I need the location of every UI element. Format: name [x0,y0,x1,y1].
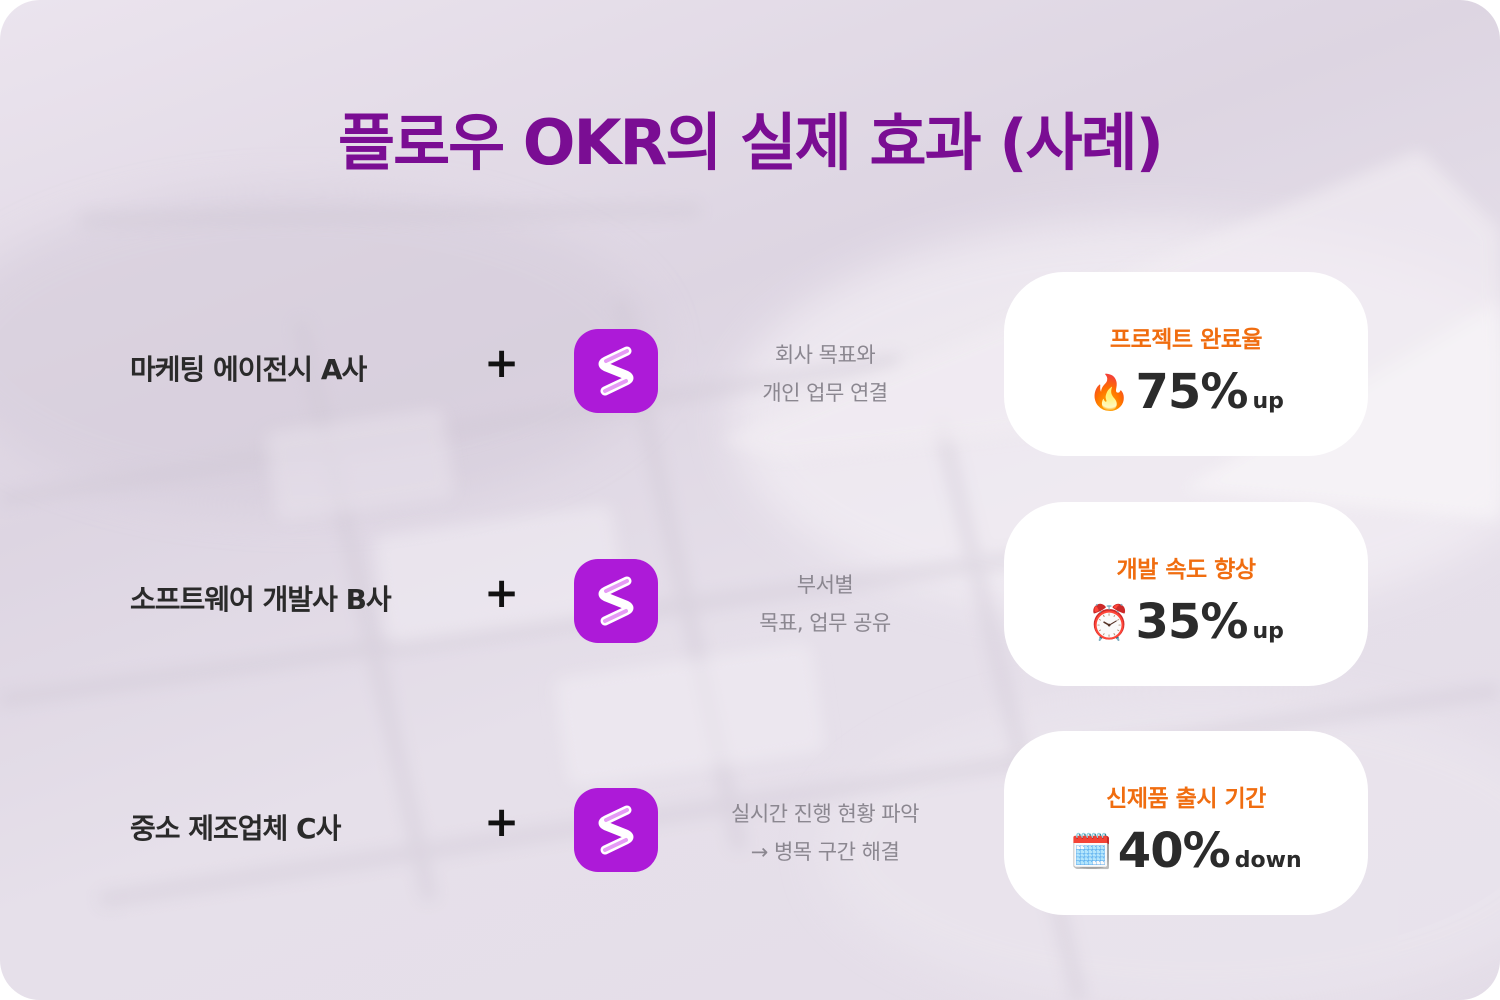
plus-icon: + [484,797,520,846]
result-label: 프로젝트 완료율 [1109,327,1263,353]
result-card: 프로젝트 완료율 🔥 75% up [1004,272,1368,456]
alarm-clock-icon: ⏰ [1088,603,1131,643]
flow-app-icon [574,559,658,643]
result-value: 🗓️ 40% down [1004,823,1368,879]
s-logo-icon [598,346,634,396]
description-line: 개인 업무 연결 [762,381,888,405]
result-label: 개발 속도 향상 [1116,557,1256,583]
result-direction: down [1234,848,1302,873]
result-label: 신제품 출시 기간 [1106,786,1266,812]
plus-icon: + [484,568,520,617]
fire-icon: 🔥 [1088,373,1131,413]
company-name: 마케팅 에이전시 A사 [130,353,367,386]
calendar-icon: 🗓️ [1070,832,1113,872]
description-line: 실시간 진행 현황 파악 [731,802,919,826]
case-description: 부서별 목표, 업무 공유 [700,566,950,642]
case-description: 회사 목표와 개인 업무 연결 [700,336,950,412]
description-line: 부서별 [796,573,854,597]
result-value: 🔥 75% up [1004,364,1368,420]
description-line: 목표, 업무 공유 [759,611,891,635]
result-percent: 35% [1135,594,1249,650]
result-card: 신제품 출시 기간 🗓️ 40% down [1004,731,1368,915]
result-value: ⏰ 35% up [1004,594,1368,650]
result-direction: up [1252,619,1284,644]
company-name: 소프트웨어 개발사 B사 [130,583,392,616]
case-description: 실시간 진행 현황 파악 → 병목 구간 해결 [700,795,950,871]
description-line: 회사 목표와 [774,343,876,367]
flow-app-icon [574,329,658,413]
s-logo-icon [598,576,634,626]
result-percent: 40% [1117,823,1231,879]
description-line: → 병목 구간 해결 [750,840,900,864]
page-title: 플로우 OKR의 실제 효과 (사례) [338,106,1164,179]
plus-icon: + [484,338,520,387]
flow-app-icon [574,788,658,872]
result-direction: up [1252,389,1284,414]
result-percent: 75% [1135,364,1249,420]
company-name: 중소 제조업체 C사 [130,812,341,845]
result-card: 개발 속도 향상 ⏰ 35% up [1004,502,1368,686]
case-row-b: 소프트웨어 개발사 B사 + 부서별 목표, 업무 공유 개발 속도 향상 ⏰ … [0,502,1500,686]
case-row-a: 마케팅 에이전시 A사 + 회사 목표와 개인 업무 연결 프로젝트 완료율 🔥… [0,272,1500,456]
s-logo-icon [598,805,634,855]
case-row-c: 중소 제조업체 C사 + 실시간 진행 현황 파악 → 병목 구간 해결 신제품… [0,731,1500,915]
